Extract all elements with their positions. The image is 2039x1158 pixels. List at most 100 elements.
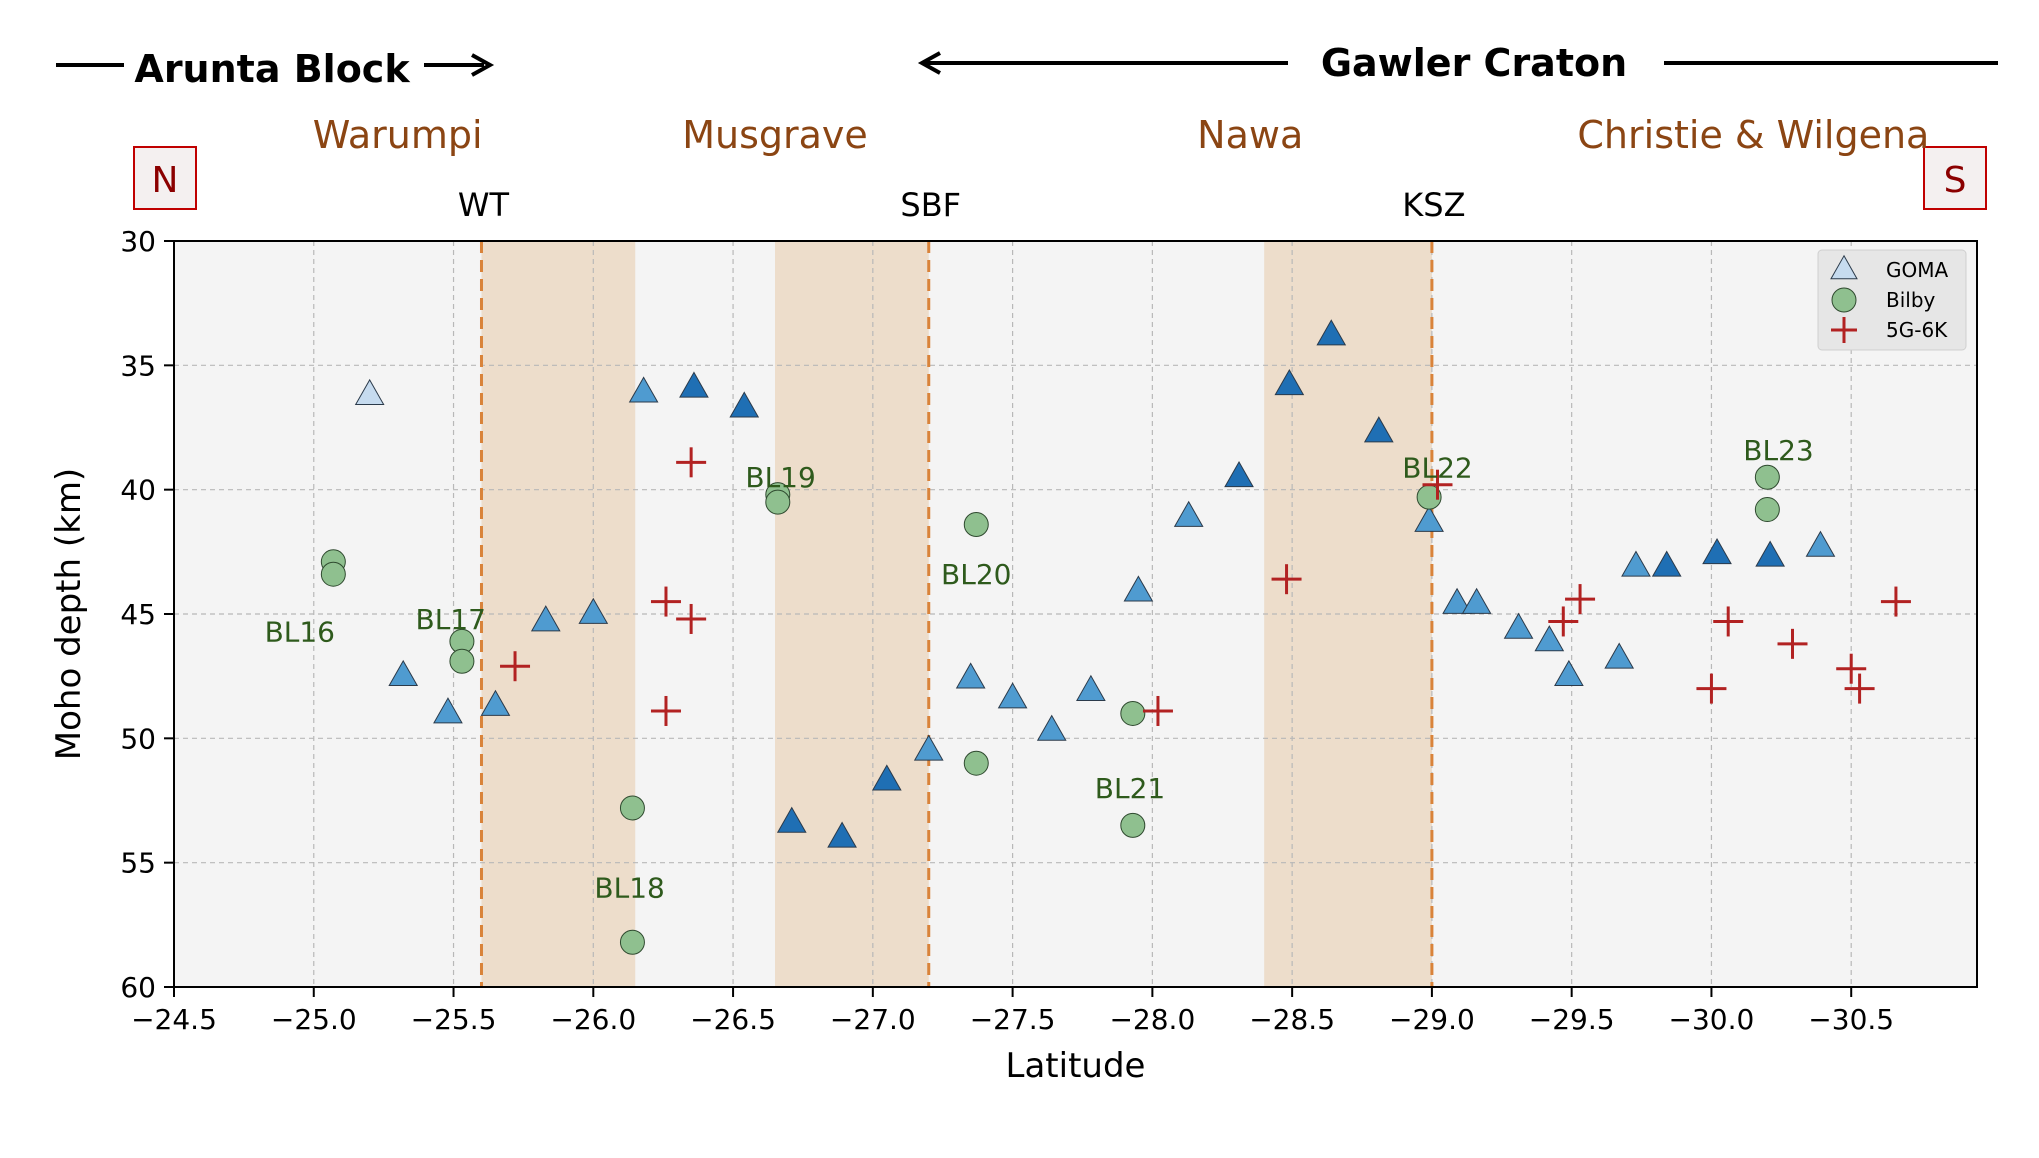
x-tick-label: −26.0 xyxy=(550,1003,636,1036)
y-tick-label: 40 xyxy=(120,474,156,507)
legend-label: GOMA xyxy=(1886,258,1948,282)
5g6k-point xyxy=(1271,564,1302,595)
boundary-label: KSZ xyxy=(1402,186,1465,224)
goma-point xyxy=(1274,368,1305,396)
bilby-point xyxy=(1120,812,1146,838)
goma-point xyxy=(354,378,385,406)
arunta-block-label: Arunta Block xyxy=(134,47,410,91)
y-tick-label: 50 xyxy=(120,722,156,755)
goma-point xyxy=(1076,674,1106,701)
x-tick-label: −24.5 xyxy=(131,1003,217,1036)
goma-point xyxy=(1503,612,1534,639)
bilby-point xyxy=(1754,497,1780,523)
legend: GOMA Bilby 5G-6K xyxy=(1817,249,1967,351)
bilby-point xyxy=(619,795,645,821)
5g6k-point xyxy=(676,447,707,478)
goma-point xyxy=(530,605,561,632)
y-axis-label: Moho depth (km) xyxy=(49,468,89,760)
goma-point xyxy=(578,597,609,624)
region-header: Arunta Block Gawler Craton xyxy=(56,41,1998,91)
goma-point xyxy=(1316,319,1347,346)
north-marker: N xyxy=(133,146,197,210)
goma-point xyxy=(1604,642,1635,669)
legend-5g6k-icon xyxy=(1831,317,1857,343)
x-tick-label: −29.5 xyxy=(1529,1003,1615,1036)
goma-point xyxy=(913,734,944,761)
x-tick-label: −28.5 xyxy=(1249,1003,1335,1036)
goma-point xyxy=(1414,505,1444,532)
5g6k-point xyxy=(1880,586,1911,617)
5g6k-point xyxy=(1696,673,1727,704)
goma-point xyxy=(1554,659,1584,687)
5g6k-point xyxy=(1713,606,1744,637)
station-annotation: BL17 xyxy=(416,603,486,636)
y-tick-label: 45 xyxy=(120,598,156,631)
domain-label: Christie & Wilgena xyxy=(1577,113,1929,157)
gawler-arrow-head xyxy=(917,51,941,75)
5g6k-point xyxy=(676,603,707,634)
south-marker: S xyxy=(1923,146,1987,210)
boundary-lines: WT SBF KSZ xyxy=(458,186,1466,987)
bilby-point xyxy=(963,750,989,776)
x-axis-label: Latitude xyxy=(1006,1046,1146,1086)
5g6k-point xyxy=(1548,606,1579,637)
x-tick-label: −25.0 xyxy=(271,1003,357,1036)
station-annotations: BL16 BL17 BL18 BL19 BL20 BL21 BL22 BL23 xyxy=(265,434,1814,905)
bilby-point xyxy=(1120,700,1146,726)
5g6k-point xyxy=(650,586,681,617)
x-axis-ticks: −24.5 −25.0 −25.5 −26.0 −26.5 −27.0 −27.5 −28.0… xyxy=(131,987,1894,1036)
y-tick-label: 35 xyxy=(120,349,156,382)
5g6k-point xyxy=(1565,584,1596,615)
station-annotation: BL23 xyxy=(1743,434,1813,467)
bilby-point xyxy=(449,648,475,674)
goma-point xyxy=(1702,538,1732,565)
goma-point xyxy=(997,682,1028,709)
station-annotation: BL20 xyxy=(941,558,1011,591)
goma-point xyxy=(628,376,659,403)
bilby-point xyxy=(765,489,791,515)
north-label: N xyxy=(152,160,179,201)
goma-point xyxy=(729,391,760,418)
goma-point xyxy=(433,697,463,724)
goma-point xyxy=(1534,625,1565,652)
goma-point xyxy=(679,371,709,398)
station-annotation: BL16 xyxy=(265,615,335,648)
domain-label: Nawa xyxy=(1197,113,1303,157)
y-tick-label: 60 xyxy=(120,971,156,1004)
gawler-craton-label: Gawler Craton xyxy=(1321,41,1627,85)
bilby-point xyxy=(963,511,989,537)
x-tick-label: −30.0 xyxy=(1669,1003,1755,1036)
5g6k-point xyxy=(1836,653,1867,684)
goma-point xyxy=(1224,460,1254,488)
goma-point xyxy=(388,659,419,687)
goma-point xyxy=(1036,714,1067,741)
y-tick-label: 55 xyxy=(120,847,156,880)
5g6k-point xyxy=(650,695,681,726)
x-tick-label: −27.0 xyxy=(830,1003,916,1036)
domain-labels: Warumpi Musgrave Nawa Christie & Wilgena xyxy=(313,113,1930,157)
goma-point xyxy=(776,806,807,833)
bilby-point xyxy=(320,561,346,587)
station-annotation: BL19 xyxy=(745,461,815,494)
goma-point xyxy=(1621,550,1651,577)
legend-label: 5G-6K xyxy=(1886,318,1948,342)
5g6k-point xyxy=(1844,673,1875,704)
boundary-label: WT xyxy=(458,186,510,224)
legend-goma-icon xyxy=(1830,254,1858,280)
domain-label: Musgrave xyxy=(682,113,868,157)
boundary-label: SBF xyxy=(900,186,961,224)
goma-point xyxy=(1805,530,1836,557)
y-axis-ticks: 30 35 40 45 50 55 60 xyxy=(120,225,174,1004)
x-tick-label: −26.5 xyxy=(690,1003,776,1036)
goma-point xyxy=(1363,416,1394,443)
series-bilby xyxy=(320,464,1780,955)
x-tick-label: −29.0 xyxy=(1389,1003,1475,1036)
5g6k-point xyxy=(1142,695,1173,726)
goma-point xyxy=(1461,587,1492,614)
goma-point xyxy=(1755,540,1786,567)
south-label: S xyxy=(1944,160,1967,201)
x-tick-label: −27.5 xyxy=(970,1003,1056,1036)
goma-point xyxy=(871,764,902,791)
goma-point xyxy=(1123,575,1154,602)
